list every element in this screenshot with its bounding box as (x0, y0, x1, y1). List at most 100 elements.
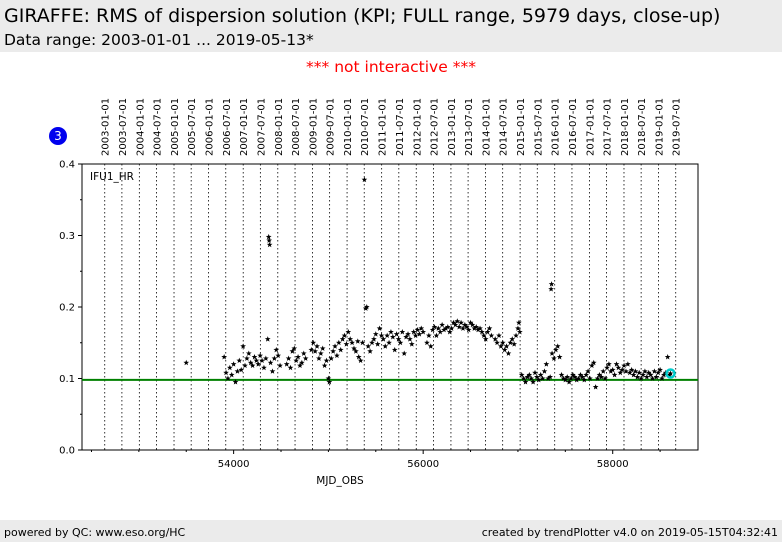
data-point (594, 375, 601, 381)
data-point (479, 329, 485, 335)
data-point (431, 324, 438, 330)
data-point (365, 343, 372, 349)
data-point (414, 326, 421, 333)
data-point (225, 375, 231, 381)
data-point (473, 324, 480, 330)
data-point (486, 325, 493, 331)
date-marker-label: 2017-01-01 (585, 98, 596, 156)
not-interactive-notice: *** not interactive *** (306, 58, 476, 76)
data-point (388, 329, 394, 335)
y-tick-label: 0.4 (59, 160, 75, 171)
data-point (359, 339, 366, 346)
data-point (581, 376, 588, 383)
data-point (548, 281, 555, 287)
data-point (316, 355, 322, 361)
date-marker-label: 2005-01-01 (170, 98, 181, 156)
data-point (590, 359, 597, 366)
data-point (539, 375, 546, 381)
data-point (579, 374, 586, 380)
date-marker-label: 2005-07-01 (187, 98, 198, 156)
data-point (424, 339, 430, 346)
data-point (401, 350, 408, 356)
data-point (299, 359, 305, 366)
data-point (287, 364, 294, 371)
data-point (452, 321, 459, 328)
data-point (664, 354, 671, 360)
date-marker-label: 2004-07-01 (153, 98, 164, 156)
data-point (560, 375, 567, 381)
data-point (518, 371, 525, 378)
data-point (255, 361, 262, 367)
data-point (361, 176, 368, 183)
data-point (482, 336, 489, 342)
data-point (636, 369, 643, 376)
data-point (462, 321, 468, 328)
data-point (613, 361, 620, 367)
data-point (458, 319, 464, 326)
data-point (266, 241, 273, 248)
data-point (380, 336, 387, 342)
latest-data-point (667, 370, 674, 376)
data-point (259, 357, 265, 364)
data-point (399, 329, 406, 335)
data-point (319, 345, 326, 351)
data-point (242, 362, 248, 369)
data-point (269, 368, 276, 374)
data-point (562, 376, 569, 383)
date-marker-label: 2009-07-01 (326, 98, 337, 156)
data-point (484, 329, 491, 335)
data-point (427, 343, 434, 349)
date-marker-label: 2009-01-01 (308, 98, 319, 156)
data-point (367, 348, 373, 354)
data-point (617, 369, 624, 376)
data-point (337, 346, 344, 353)
data-point (549, 350, 555, 356)
data-point (334, 352, 340, 359)
date-marker-label: 2010-07-01 (360, 98, 371, 156)
x-tick-label: 58000 (597, 459, 629, 470)
data-point (412, 332, 419, 339)
data-point (552, 346, 559, 353)
data-point (463, 324, 470, 330)
data-point (530, 379, 536, 385)
data-point (577, 371, 584, 378)
data-point (403, 334, 409, 340)
plot-frame (81, 163, 699, 451)
data-point (545, 375, 552, 381)
data-point (537, 371, 544, 378)
data-point (416, 331, 423, 337)
data-point (492, 336, 499, 342)
data-point (312, 348, 318, 354)
data-point (630, 371, 637, 378)
data-point (357, 357, 364, 364)
data-point (606, 361, 612, 367)
data-point (501, 346, 508, 353)
data-point (391, 346, 398, 353)
data-point (548, 286, 554, 292)
data-point (439, 321, 445, 328)
data-point (547, 374, 554, 380)
footer-created-by: created by trendPlotter v4.0 on 2019-05-… (481, 526, 778, 539)
data-point (376, 325, 383, 331)
date-marker-label: 2016-01-01 (551, 98, 562, 156)
data-point (607, 368, 614, 374)
panel-number-badge: 3 (49, 127, 67, 145)
data-point (395, 336, 402, 342)
data-point (444, 324, 451, 330)
data-point (554, 343, 561, 349)
data-point (515, 325, 521, 331)
data-point (522, 379, 529, 385)
data-point (291, 345, 298, 351)
date-marker-label: 2013-07-01 (464, 98, 475, 156)
date-marker-label: 2012-01-01 (412, 98, 423, 156)
data-point (655, 369, 662, 376)
y-tick-label: 0.3 (59, 231, 75, 242)
data-point (378, 332, 385, 339)
data-point (615, 364, 622, 371)
data-point (314, 343, 320, 349)
data-point (354, 338, 361, 344)
data-point (573, 376, 580, 383)
data-point (228, 371, 235, 378)
data-point (275, 352, 282, 359)
data-point (441, 326, 447, 333)
